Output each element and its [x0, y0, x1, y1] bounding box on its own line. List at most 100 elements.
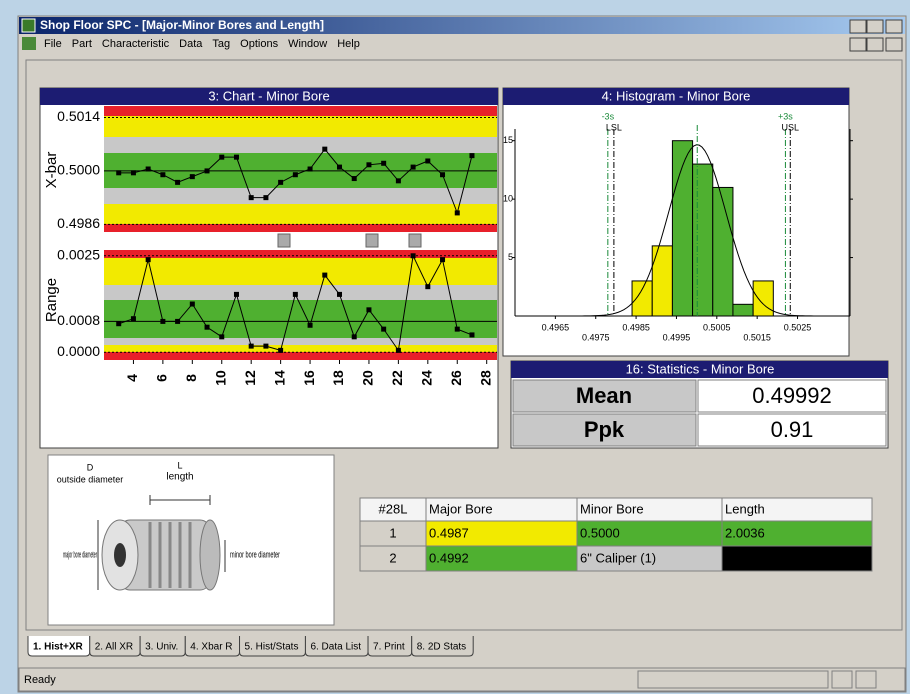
tab-label[interactable]: 1. Hist+XR — [33, 642, 84, 653]
data-point — [322, 272, 328, 278]
cell-text: 0.5000 — [580, 525, 620, 540]
y-tick-label: 0.0025 — [57, 246, 100, 262]
x-tick-label: 6 — [154, 374, 170, 382]
data-point — [395, 178, 401, 184]
x-tick-label: 10 — [212, 370, 228, 386]
zone-band — [104, 338, 497, 345]
data-point — [189, 301, 195, 307]
menu-item[interactable]: Part — [72, 38, 92, 50]
menu-item[interactable]: Characteristic — [102, 38, 170, 50]
x-tick-label: 4 — [124, 374, 140, 382]
table-cell — [576, 545, 723, 572]
mdi-close-button[interactable] — [885, 37, 903, 52]
y-tick-label: 5 — [508, 252, 513, 262]
tab-label[interactable]: 7. Print — [373, 642, 405, 653]
tab-shape[interactable] — [411, 636, 474, 657]
tab-label[interactable]: 8. 2D Stats — [417, 642, 466, 653]
data-point — [440, 172, 446, 178]
maximize-button[interactable] — [866, 19, 884, 34]
x-tick-label: 20 — [360, 370, 376, 386]
data-point — [322, 146, 328, 152]
data-point — [425, 158, 431, 164]
tab[interactable]: 8. 2D Stats — [411, 636, 474, 657]
tag-icon[interactable] — [277, 233, 291, 248]
panel-title: 4: Histogram - Minor Bore — [602, 88, 751, 103]
tag-icon[interactable] — [365, 233, 379, 248]
data-point — [263, 195, 269, 201]
tab-bar: 1. Hist+XR 2. All XR 3. Univ. 4. Xbar R 5. H… — [27, 636, 474, 657]
data-point — [160, 172, 166, 178]
data-point — [233, 291, 239, 297]
minimize-button[interactable] — [849, 19, 867, 34]
data-point — [130, 316, 136, 322]
table-cell — [721, 545, 873, 572]
stat-label: Mean — [576, 383, 632, 408]
tab[interactable]: 1. Hist+XR — [27, 636, 91, 657]
tab[interactable]: 2. All XR — [89, 636, 141, 657]
status-pane — [831, 670, 853, 689]
data-point — [278, 179, 284, 185]
data-point — [395, 347, 401, 353]
window-title: Shop Floor SPC - [Major-Minor Bores and … — [40, 18, 324, 32]
zone-band — [104, 258, 497, 285]
cell-text: 1 — [389, 525, 396, 540]
spec-limit-label: -3s — [602, 111, 615, 121]
x-tick-label: 0.4975 — [582, 332, 610, 342]
x-tick-label: 0.5015 — [743, 332, 771, 342]
tab[interactable]: 4. Xbar R — [184, 636, 241, 657]
tag-icons — [277, 233, 422, 248]
zone-band — [104, 285, 497, 300]
data-point — [116, 321, 122, 327]
data-point — [410, 164, 416, 170]
menu-item[interactable]: File — [44, 38, 62, 50]
x-tick-label: 12 — [242, 370, 258, 386]
data-point — [204, 324, 210, 330]
cell-text: 0.4992 — [429, 550, 469, 565]
mdi-maximize-button[interactable] — [866, 37, 884, 52]
tab-label[interactable]: 5. Hist/Stats — [245, 642, 299, 653]
mdi-minimize-button[interactable] — [849, 37, 867, 52]
tab-label[interactable]: 2. All XR — [95, 642, 133, 653]
coupling-end — [199, 519, 221, 591]
tag-icon[interactable] — [408, 233, 422, 248]
tab-label[interactable]: 3. Univ. — [145, 642, 178, 653]
menu-item[interactable]: Options — [240, 38, 278, 50]
data-point — [145, 166, 151, 172]
tab-label[interactable]: 6. Data List — [310, 642, 361, 653]
menu-item[interactable]: Data — [179, 38, 203, 50]
cell-text: 2.0036 — [725, 525, 765, 540]
status-pane — [855, 670, 877, 689]
header-text: #28L — [379, 501, 408, 516]
spec-limit-label: +3s — [778, 111, 793, 121]
table-cell — [576, 520, 723, 547]
stat-value-cell — [697, 379, 887, 413]
data-point — [469, 153, 475, 159]
app-icon — [21, 18, 36, 33]
diagram-label: D — [87, 462, 94, 472]
tab-label[interactable]: 4. Xbar R — [190, 642, 232, 653]
data-point — [248, 195, 254, 201]
status-bar — [18, 667, 906, 692]
zone-band — [104, 204, 497, 224]
tab[interactable]: 5. Hist/Stats — [239, 636, 306, 657]
x-tick-label: 0.5025 — [784, 322, 812, 332]
tab[interactable]: 3. Univ. — [139, 636, 186, 657]
y-tick-label: 0.0000 — [57, 343, 100, 359]
zone-band — [104, 116, 497, 137]
cell-text: 0.4987 — [429, 525, 469, 540]
data-point — [410, 253, 416, 259]
header-text: Length — [725, 501, 765, 516]
tab[interactable]: 7. Print — [367, 636, 413, 657]
diagram-label: minor bore diameter — [230, 549, 280, 559]
tab[interactable]: 6. Data List — [304, 636, 369, 657]
cell-text: 6" Caliper (1) — [580, 550, 656, 565]
data-point — [454, 210, 460, 216]
close-button[interactable] — [885, 19, 903, 34]
menu-item[interactable]: Tag — [212, 38, 230, 50]
data-point — [160, 318, 166, 324]
diagram-label: major bore diameter — [63, 549, 97, 559]
menu-item[interactable]: Window — [288, 38, 327, 50]
menu-item[interactable]: Help — [337, 38, 360, 50]
status-pane — [637, 670, 829, 689]
